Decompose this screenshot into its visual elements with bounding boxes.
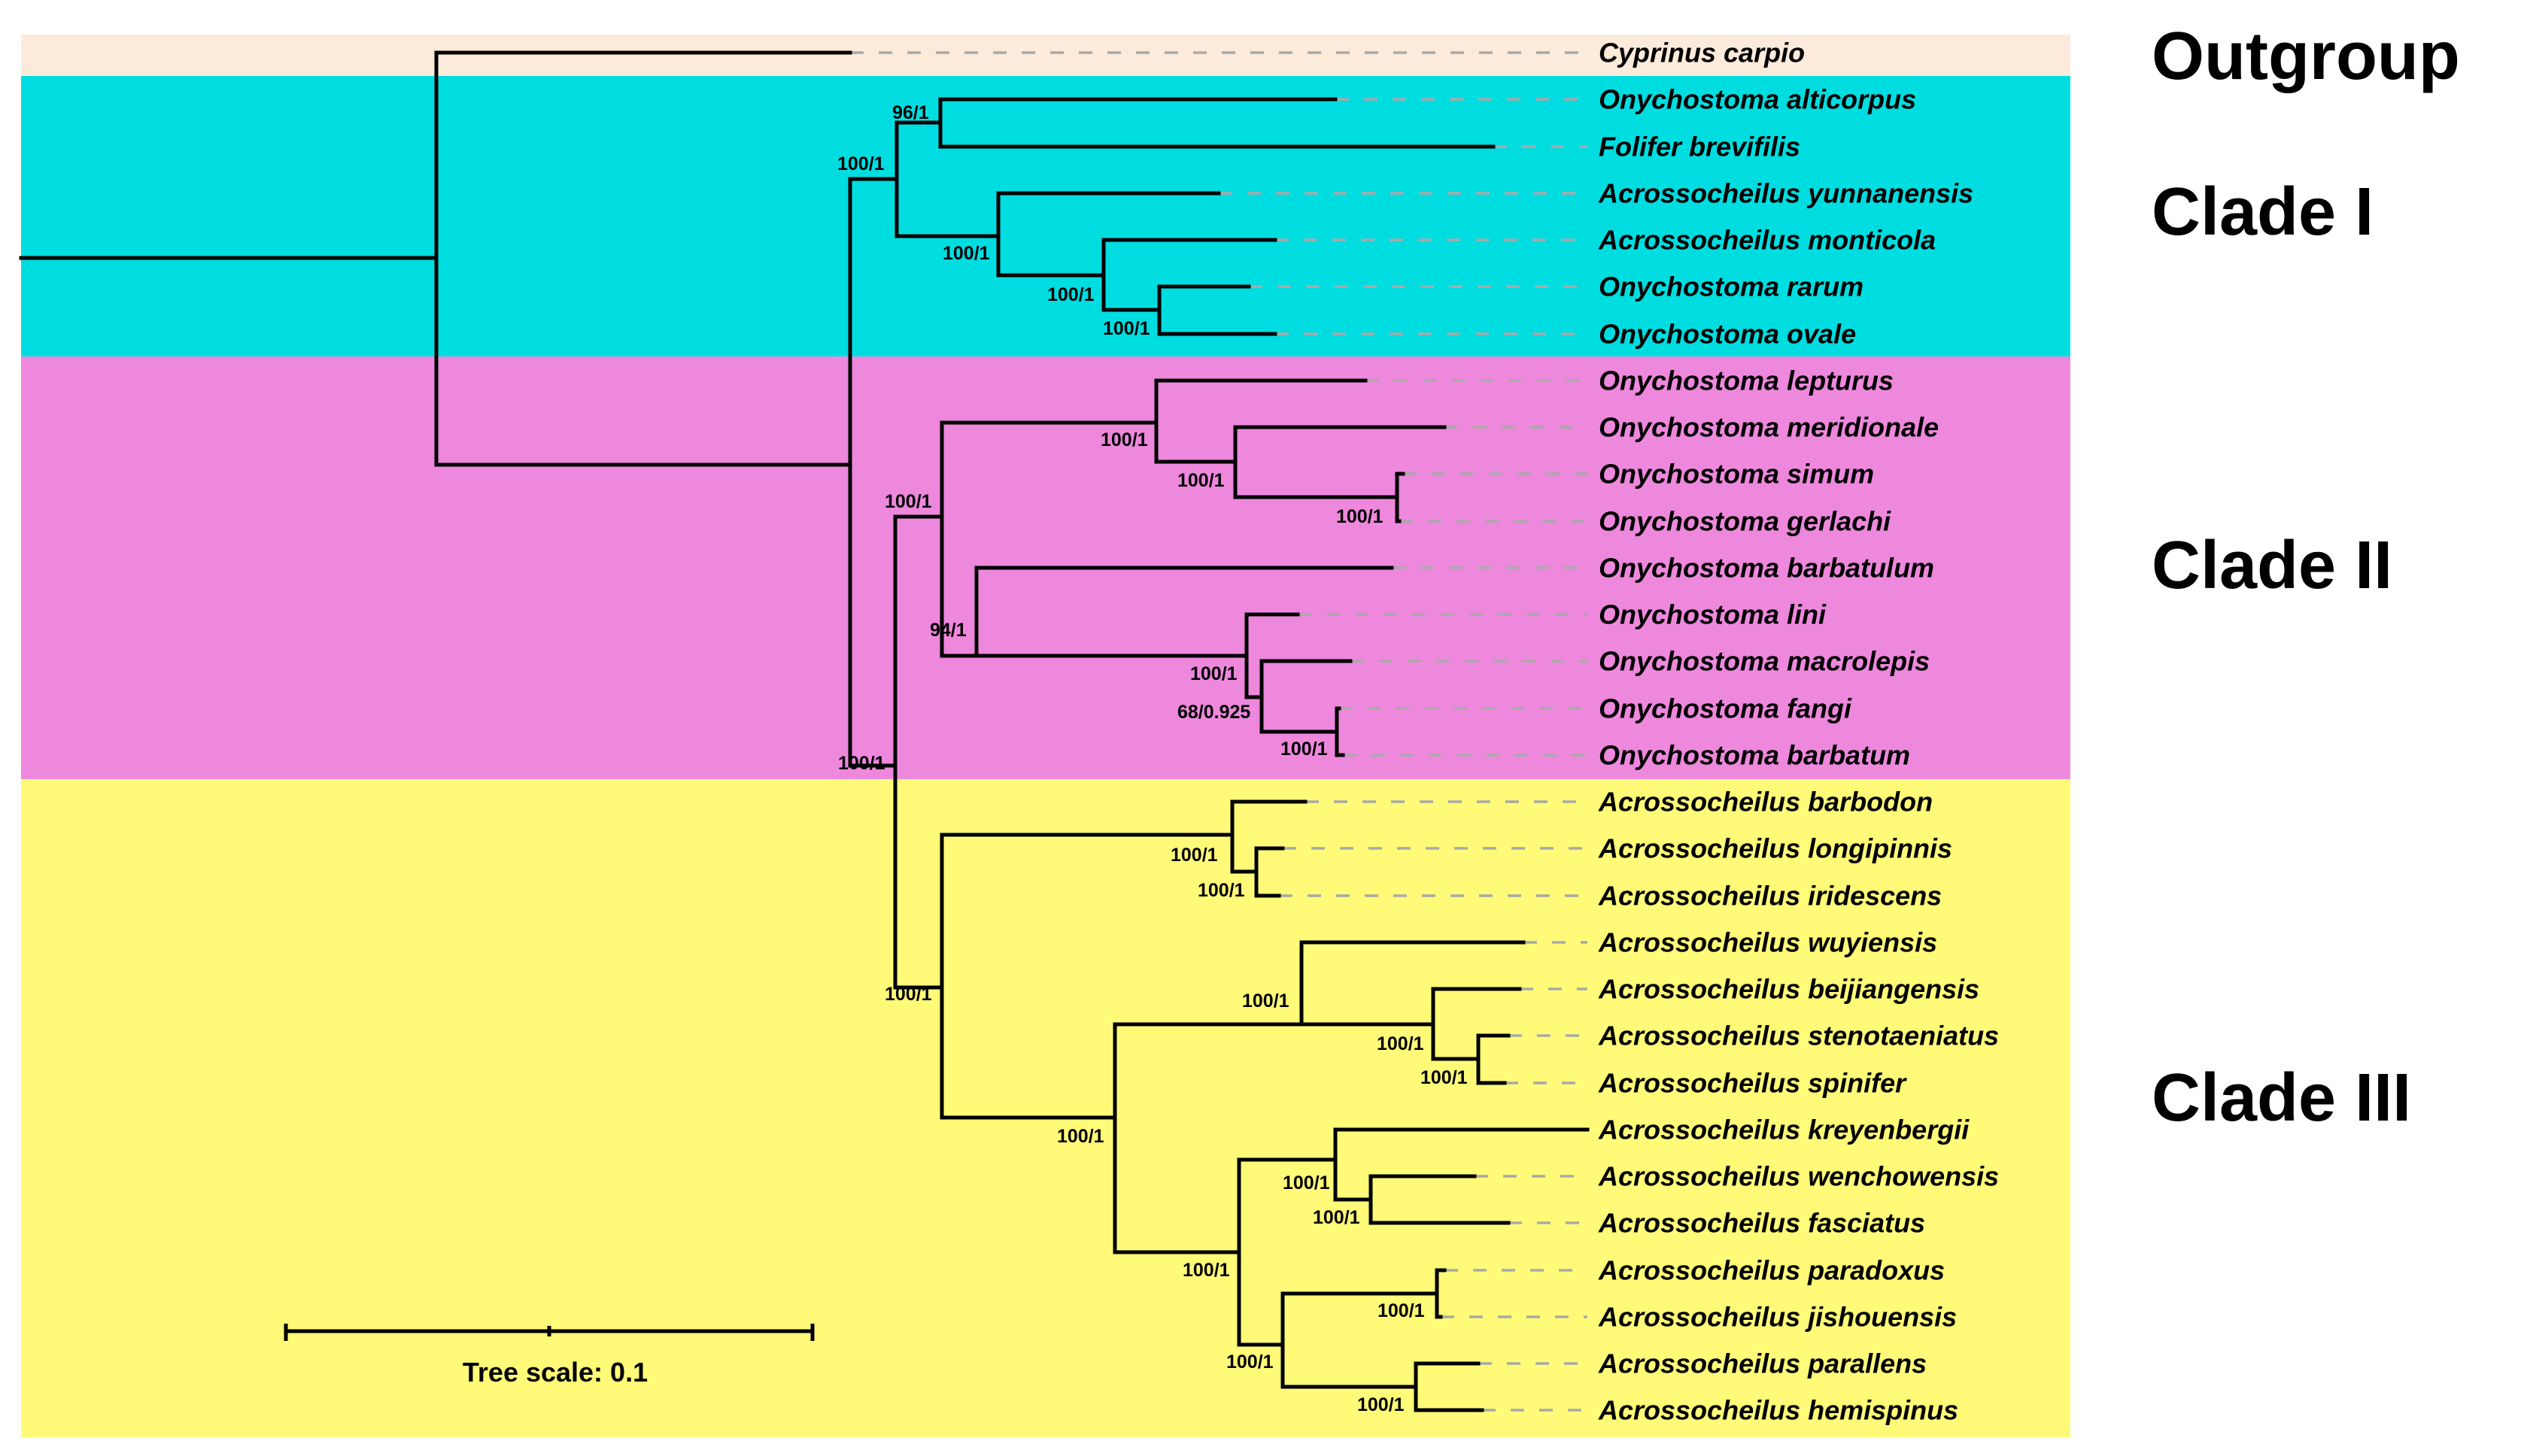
clade-labels: Outgroup Clade I Clade II Clade III: [2152, 19, 2460, 1136]
support-value: 100/1: [1101, 429, 1148, 450]
taxon-label: Onychostoma fangi: [1599, 693, 1852, 724]
clade-bands: [21, 35, 2070, 1437]
taxon-label: Acrossocheilus spinifer: [1598, 1068, 1907, 1099]
leader-lines: [850, 51, 1587, 1412]
taxon-label: Acrossocheilus fasciatus: [1598, 1208, 1925, 1239]
support-values: 96/1 100/1 100/1 100/1 100/1 100/1 100/1…: [837, 102, 1468, 1415]
support-value: 100/1: [1177, 470, 1225, 491]
support-value: 100/1: [1242, 990, 1289, 1012]
taxon-label: Onychostoma ovale: [1599, 319, 1856, 350]
taxon-label: Acrossocheilus wenchowensis: [1598, 1161, 1999, 1192]
taxon-label: Onychostoma lepturus: [1599, 366, 1894, 396]
taxon-label: Acrossocheilus barbodon: [1598, 787, 1933, 817]
taxon-label: Onychostoma barbatum: [1599, 740, 1910, 771]
taxon-label: Acrossocheilus kreyenbergii: [1598, 1115, 1970, 1145]
clade-label-clade-2: Clade II: [2152, 528, 2392, 603]
taxon-label: Onychostoma simum: [1599, 459, 1874, 490]
taxon-labels: Cyprinus carpio Onychostoma alticorpus F…: [1598, 38, 1999, 1426]
support-value: 100/1: [1226, 1351, 1274, 1373]
clade-1-band: [21, 76, 2070, 356]
clade-label-outgroup: Outgroup: [2152, 19, 2460, 94]
support-value: 100/1: [838, 753, 885, 774]
taxon-label: Acrossocheilus iridescens: [1598, 881, 1942, 912]
support-value: 100/1: [1357, 1394, 1405, 1415]
taxon-label: Onychostoma alticorpus: [1599, 84, 1916, 115]
outgroup-band: [21, 35, 2070, 76]
taxon-label: Acrossocheilus monticola: [1598, 225, 1936, 256]
taxon-label: Folifer brevifilis: [1599, 132, 1800, 162]
clade-label-clade-3: Clade III: [2152, 1060, 2411, 1136]
taxon-label: Onychostoma gerlachi: [1599, 506, 1891, 537]
support-value: 100/1: [1336, 506, 1384, 527]
support-value: 100/1: [1283, 1172, 1330, 1194]
taxon-label: Acrossocheilus yunnanensis: [1598, 178, 1973, 209]
taxon-label: Acrossocheilus hemispinus: [1598, 1395, 1958, 1426]
tree-branches: [19, 50, 1590, 1412]
support-value: 100/1: [1280, 739, 1328, 760]
support-value: 100/1: [1313, 1207, 1360, 1228]
support-value: 68/0.925: [1177, 702, 1250, 723]
support-value: 100/1: [1420, 1067, 1468, 1088]
support-value: 100/1: [1103, 318, 1150, 339]
taxon-label: Acrossocheilus parallens: [1598, 1348, 1927, 1379]
taxon-label: Acrossocheilus beijiangensis: [1598, 974, 1979, 1005]
taxon-label: Acrossocheilus paradoxus: [1598, 1255, 1945, 1286]
support-value: 100/1: [1190, 663, 1238, 684]
taxon-label: Onychostoma rarum: [1599, 271, 1863, 302]
taxon-label: Acrossocheilus stenotaeniatus: [1598, 1021, 1999, 1051]
taxon-label: Onychostoma lini: [1599, 599, 1827, 630]
support-value: 100/1: [943, 243, 990, 264]
support-value: 94/1: [930, 620, 967, 641]
support-value: 100/1: [1377, 1033, 1424, 1054]
support-value: 100/1: [885, 984, 932, 1005]
support-value: 100/1: [1047, 284, 1095, 305]
support-value: 100/1: [1057, 1126, 1104, 1147]
support-value: 100/1: [885, 491, 932, 512]
taxon-label: Onychostoma meridionale: [1599, 412, 1939, 443]
scale-bar-label: Tree scale: 0.1: [463, 1357, 648, 1388]
taxon-label: Cyprinus carpio: [1599, 38, 1805, 68]
scale-bar: Tree scale: 0.1: [284, 1324, 815, 1388]
taxon-label: Onychostoma macrolepis: [1599, 646, 1930, 677]
support-value: 100/1: [837, 153, 885, 174]
taxon-label: Onychostoma barbatulum: [1599, 553, 1934, 584]
clade-3-band: [21, 779, 2070, 1437]
taxon-label: Acrossocheilus longipinnis: [1598, 833, 1952, 864]
taxon-label: Acrossocheilus jishouensis: [1598, 1302, 1957, 1333]
clade-label-clade-1: Clade I: [2152, 174, 2374, 250]
taxon-label: Acrossocheilus wuyiensis: [1598, 927, 1937, 958]
support-value: 100/1: [1198, 880, 1245, 901]
support-value: 100/1: [1377, 1300, 1425, 1321]
support-value: 96/1: [892, 102, 929, 123]
support-value: 100/1: [1183, 1260, 1230, 1281]
support-value: 100/1: [1171, 845, 1218, 866]
